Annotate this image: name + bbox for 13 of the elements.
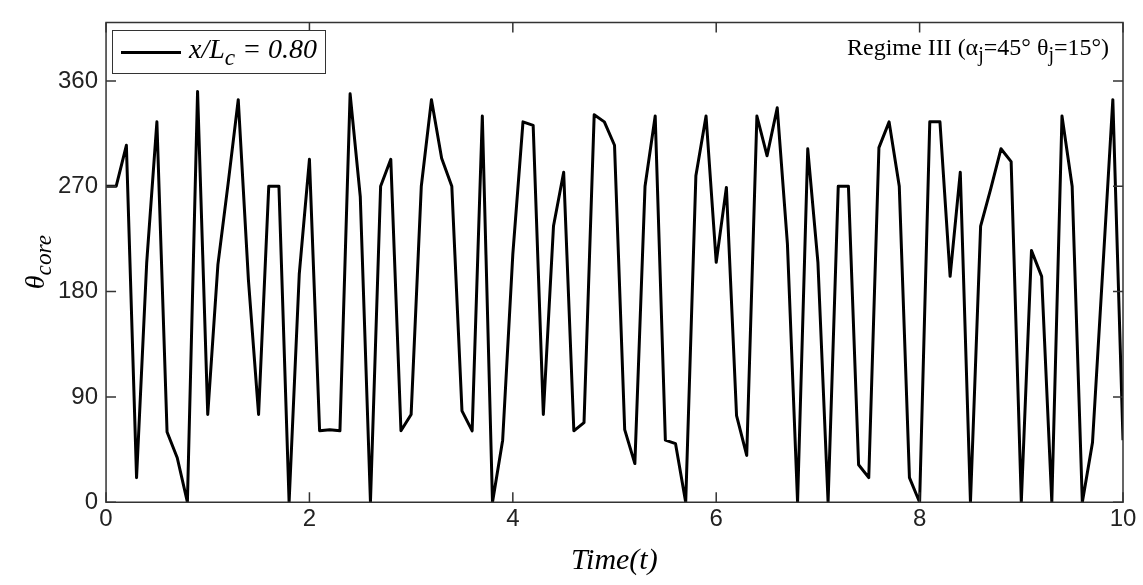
- x-tick-label: 4: [506, 504, 520, 532]
- y-tick-label: 360: [58, 65, 99, 93]
- y-tick-label: 180: [58, 276, 99, 304]
- x-tick-label: 8: [912, 504, 927, 532]
- y-tick-label: 270: [58, 170, 99, 198]
- y-tick-label: 90: [71, 381, 99, 409]
- legend-label: x/L$_{c}$ = 0.80: [189, 33, 318, 71]
- x-tick-label: 2: [302, 504, 317, 532]
- x-tick-label: 6: [709, 504, 723, 532]
- y-tick-label: 0: [84, 486, 99, 514]
- annotation: Regime III (α$_{j}$=45° θ$_{j}$=15°): [847, 34, 1110, 67]
- x-axis-title: Time(t): [571, 542, 658, 577]
- x-tick-label: 10: [1109, 504, 1137, 532]
